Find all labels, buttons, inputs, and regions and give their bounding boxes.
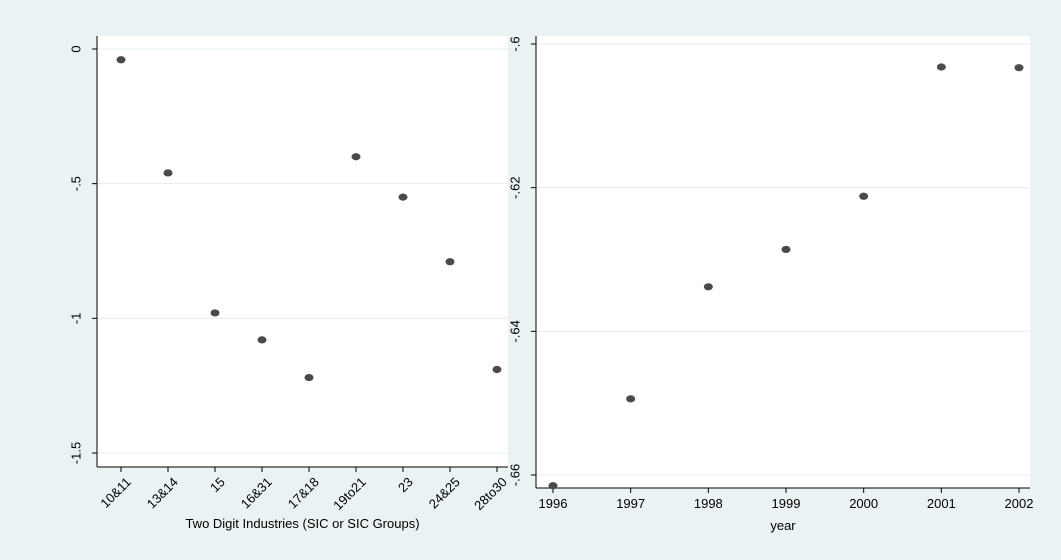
- y-tick-label: -1: [69, 313, 84, 325]
- x-tick-label: 24&25: [426, 474, 463, 511]
- data-point: [398, 193, 408, 201]
- x-tick-label: 1997: [616, 496, 645, 511]
- y-tick-label: -.62: [508, 176, 523, 198]
- data-point: [492, 365, 502, 374]
- data-point: [210, 309, 220, 317]
- plot-area: [97, 36, 508, 467]
- x-tick-label: 1999: [772, 496, 801, 511]
- plot-area: [536, 36, 1030, 488]
- y-tick-label: 0: [69, 45, 84, 52]
- y-tick-label: -.5: [69, 176, 84, 191]
- y-tick-label: -1.5: [69, 442, 84, 464]
- data-point: [445, 258, 455, 266]
- data-point: [1014, 64, 1024, 72]
- data-point: [351, 153, 361, 161]
- x-tick-label: 15: [207, 474, 228, 495]
- x-tick-label: 13&14: [144, 474, 181, 511]
- x-tick-label: 16&31: [238, 474, 275, 511]
- data-point: [626, 395, 636, 403]
- x-tick-label: 23: [395, 474, 416, 495]
- data-point: [304, 373, 314, 382]
- data-point: [163, 169, 173, 177]
- data-point: [936, 63, 946, 71]
- data-point: [257, 336, 267, 344]
- x-axis-title: Two Digit Industries (SIC or SIC Groups): [185, 516, 419, 531]
- x-tick-label: 2002: [1005, 496, 1034, 511]
- x-tick-label: 2001: [927, 496, 956, 511]
- data-point: [548, 482, 558, 490]
- x-tick-label: 1998: [694, 496, 723, 511]
- x-tick-label: 1996: [539, 496, 568, 511]
- x-tick-label: 10&11: [97, 474, 134, 511]
- year-scatter-panel: -.6 -.62 -.64 -.66 1996 1997 1998 1999 2000 2001 2…: [508, 36, 1034, 533]
- x-tick-label: 19to21: [330, 474, 369, 513]
- data-point: [859, 192, 869, 200]
- x-axis-title: year: [770, 518, 796, 533]
- data-point: [781, 245, 791, 254]
- data-point: [703, 283, 713, 291]
- y-tick-label: -.64: [508, 320, 523, 342]
- data-point: [116, 56, 126, 64]
- x-tick-label: 17&18: [285, 474, 322, 511]
- y-tick-label: -.66: [508, 464, 523, 486]
- x-tick-label: 28to30: [471, 474, 510, 513]
- x-tick-label: 2000: [849, 496, 878, 511]
- industries-scatter-panel: 0 -.5 -1 -1.5 10&11 13&14 15 16&31 17&18 19to21 23…: [69, 36, 510, 531]
- y-tick-label: -.6: [508, 36, 523, 51]
